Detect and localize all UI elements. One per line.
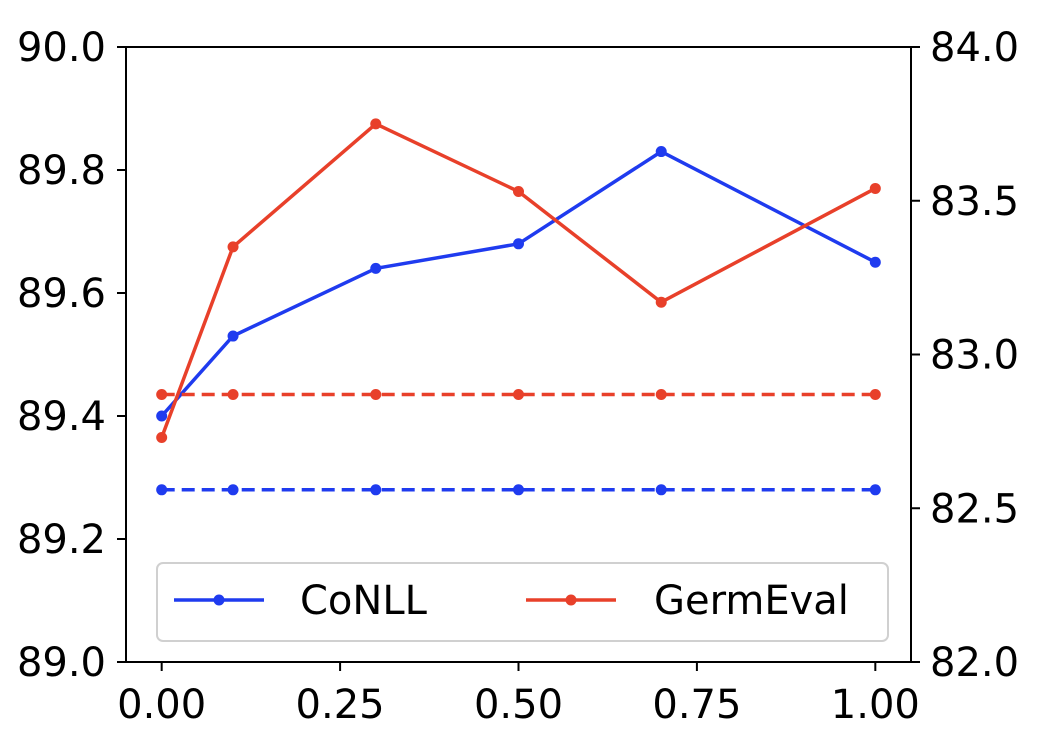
series-point-1-4 bbox=[655, 296, 667, 308]
series-point-1-5 bbox=[869, 182, 881, 194]
legend: CoNLL GermEval bbox=[156, 562, 889, 642]
y-left-tick-label: 90.0 bbox=[17, 25, 106, 71]
y-left-tick-label: 89.4 bbox=[17, 394, 106, 440]
x-tick-label: 0.25 bbox=[296, 682, 385, 728]
series-point-1-1 bbox=[227, 241, 239, 253]
legend-label: CoNLL bbox=[300, 578, 428, 624]
series-line-0 bbox=[160, 149, 877, 418]
ticks-layer: 0.00 0.25 0.50 0.75 1.00 89.0 89.2 89.4 89.6 89.8… bbox=[17, 25, 1019, 728]
x-tick-label: 0.00 bbox=[117, 682, 206, 728]
series-point-3-2 bbox=[370, 388, 382, 400]
y-right-tick-label: 83.5 bbox=[930, 179, 1019, 225]
series-point-3-5 bbox=[869, 388, 881, 400]
y-left-tick-label: 89.0 bbox=[17, 640, 106, 686]
y-left-tick-label: 89.6 bbox=[17, 271, 106, 317]
y-right-tick-label: 83.0 bbox=[930, 333, 1019, 379]
y-left-tick-label: 89.2 bbox=[17, 517, 106, 563]
series-point-1-3 bbox=[513, 186, 524, 198]
series-point-1-2 bbox=[370, 118, 382, 130]
series-point-3-3 bbox=[513, 388, 524, 400]
series-point-1-0 bbox=[156, 432, 168, 444]
series-line-1 bbox=[160, 122, 877, 439]
series-point-0-4 bbox=[655, 146, 667, 158]
series-point-2-0 bbox=[156, 484, 168, 496]
legend-swatch-marker bbox=[565, 594, 577, 606]
legend-box bbox=[156, 562, 889, 642]
series-point-0-5 bbox=[869, 256, 881, 268]
series-point-2-1 bbox=[227, 484, 239, 496]
x-tick-label: 0.50 bbox=[474, 682, 563, 728]
y-right-tick-label: 82.5 bbox=[930, 486, 1019, 532]
x-tick-label: 0.75 bbox=[652, 682, 741, 728]
series-point-3-1 bbox=[227, 388, 239, 400]
series-point-0-1 bbox=[227, 330, 239, 342]
legend-swatch-marker bbox=[213, 594, 225, 606]
series-point-0-0 bbox=[156, 410, 168, 422]
series-point-3-4 bbox=[655, 388, 667, 400]
series-point-2-3 bbox=[513, 484, 524, 496]
series-point-2-5 bbox=[869, 484, 881, 496]
series-point-0-3 bbox=[513, 238, 524, 250]
legend-label: GermEval bbox=[654, 578, 849, 624]
series-point-3-0 bbox=[156, 388, 168, 400]
series-point-2-4 bbox=[655, 484, 667, 496]
series-layer bbox=[156, 118, 881, 496]
y-left-tick-label: 89.8 bbox=[17, 148, 106, 194]
series-point-2-2 bbox=[370, 484, 382, 496]
series-point-0-2 bbox=[370, 262, 382, 274]
y-right-tick-label: 82.0 bbox=[930, 640, 1019, 686]
y-right-tick-label: 84.0 bbox=[930, 25, 1019, 71]
x-tick-label: 1.00 bbox=[831, 682, 920, 728]
